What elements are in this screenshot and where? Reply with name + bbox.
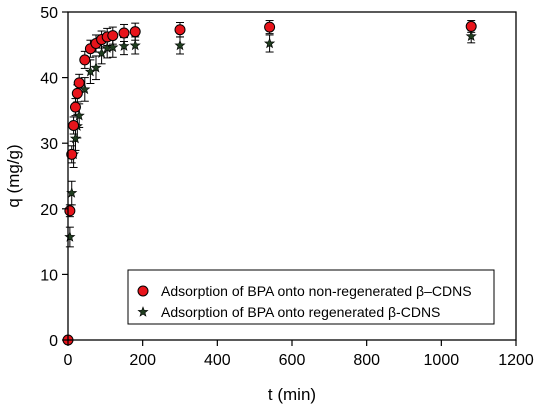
data-point-non-regenerated [264, 21, 276, 33]
data-point-regenerated [264, 37, 276, 49]
data-point-non-regenerated [68, 119, 80, 131]
data-point-non-regenerated [174, 24, 186, 36]
y-axis-title: q (mg/g) [4, 144, 23, 207]
data-point-regenerated [129, 39, 141, 51]
y-tick-label: 20 [40, 202, 58, 219]
data-point-regenerated [118, 40, 130, 51]
x-axis-title: t (min) [268, 385, 316, 404]
data-point-regenerated [64, 231, 76, 242]
legend-label-non-regenerated: Adsorption of BPA onto non-regenerated β… [161, 283, 472, 299]
x-axis-ticks: 0 200 400 600 800 1000 1200 [64, 340, 534, 369]
data-point-non-regenerated [71, 87, 83, 99]
data-point-non-regenerated [465, 20, 477, 32]
x-tick-label: 200 [129, 352, 156, 369]
legend: Adsorption of BPA onto non-regenerated β… [127, 269, 495, 325]
data-point-non-regenerated [107, 30, 119, 42]
y-tick-label: 30 [40, 136, 58, 153]
data-point-non-regenerated [66, 148, 78, 160]
x-tick-label: 0 [64, 352, 73, 369]
x-tick-label: 600 [279, 352, 306, 369]
x-tick-label: 400 [204, 352, 231, 369]
y-tick-label: 0 [49, 333, 58, 350]
data-point-non-regenerated [64, 205, 76, 217]
data-point-regenerated [174, 39, 186, 51]
legend-symbol-circle [137, 285, 149, 297]
legend-symbol-star [137, 306, 149, 317]
y-tick-label: 10 [40, 267, 58, 284]
data-point-non-regenerated [129, 26, 141, 38]
data-point-regenerated [90, 61, 102, 73]
data-point-regenerated [69, 132, 82, 144]
error-bars [65, 20, 476, 248]
data-point-non-regenerated [79, 54, 91, 66]
x-tick-label: 800 [353, 352, 380, 369]
legend-label-regenerated: Adsorption of BPA onto regenerated β-CDN… [161, 304, 440, 320]
y-axis-ticks: 0 10 20 30 40 50 [40, 5, 68, 350]
data-point-regenerated [73, 109, 85, 121]
data-point-non-regenerated [69, 101, 81, 113]
data-point-regenerated [465, 30, 477, 42]
data-point-regenerated [107, 41, 119, 53]
x-tick-label: 1200 [498, 352, 534, 369]
y-tick-label: 50 [40, 5, 58, 22]
data-point-non-regenerated [73, 77, 85, 89]
x-tick-label: 1000 [424, 352, 460, 369]
data-markers [62, 20, 477, 346]
y-tick-label: 40 [40, 71, 58, 88]
data-point-non-regenerated [118, 27, 130, 39]
legend-box [127, 269, 495, 325]
